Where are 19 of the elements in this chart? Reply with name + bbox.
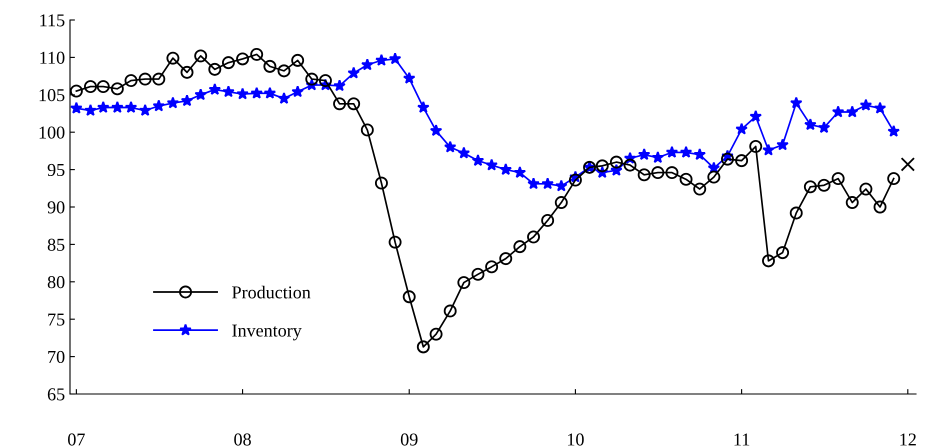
y-tick-label: 115 [40, 14, 64, 26]
x-tick-label: 10 [568, 433, 584, 446]
x-tick-label: 07 [68, 433, 85, 446]
y-tick-label: 75 [48, 314, 64, 326]
y-tick-label: 65 [48, 388, 64, 400]
y-tick-label: 90 [48, 201, 64, 214]
y-tick-label: 80 [48, 276, 64, 288]
x-tick-label: 08 [234, 433, 251, 446]
legend-label: Production [232, 286, 311, 298]
y-tick-label: 100 [40, 126, 64, 139]
x-tick-label: 11 [734, 434, 750, 446]
y-tick-label: 110 [40, 52, 64, 64]
y-tick-label: 95 [48, 164, 64, 176]
y-tick-label: 70 [48, 350, 64, 364]
y-tick-label: 85 [48, 238, 64, 251]
legend-label: Inventory [232, 324, 302, 340]
x-tick-label: 09 [400, 433, 418, 446]
x-tick-label: 12 [900, 433, 916, 446]
y-tick-label: 105 [40, 89, 64, 102]
